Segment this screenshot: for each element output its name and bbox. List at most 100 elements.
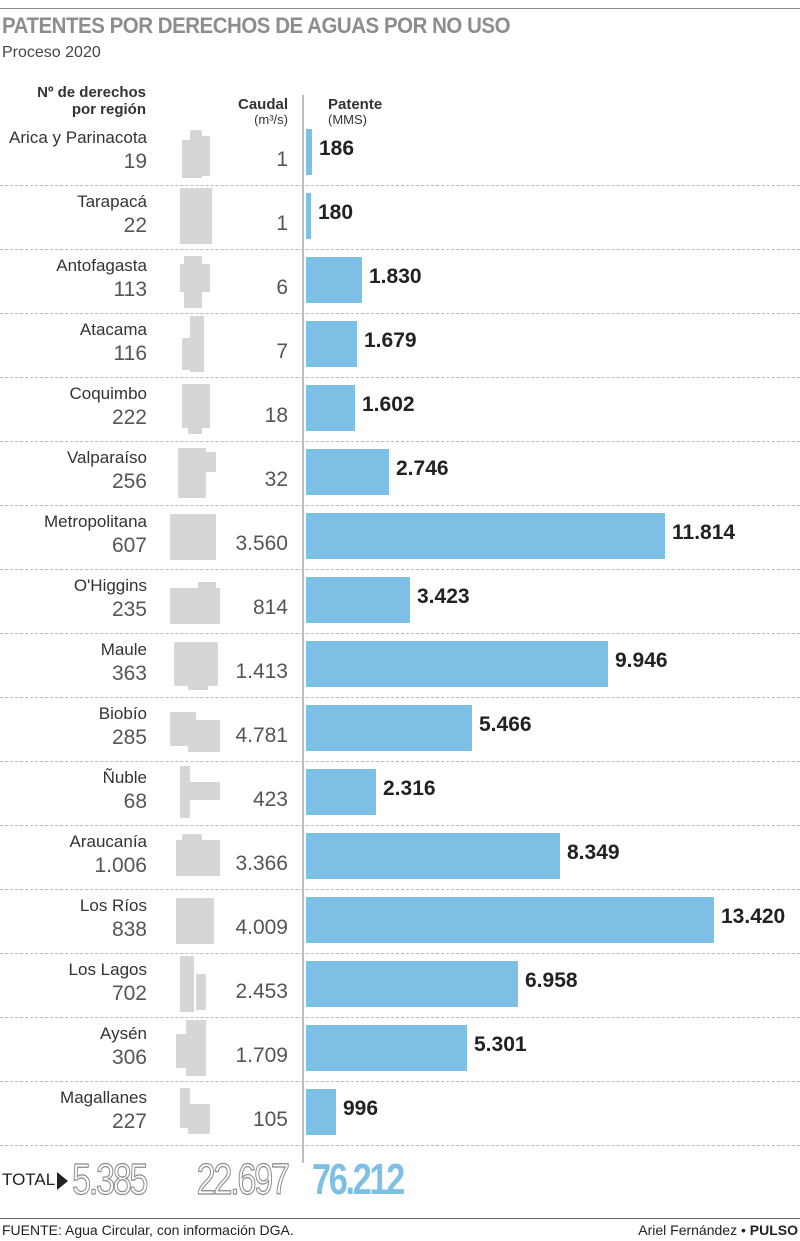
region-map-icon [182,316,204,372]
patente-value-label: 13.420 [721,905,786,928]
region-derechos-count: 285 [111,726,147,749]
region-derechos-count: 306 [111,1046,147,1069]
region-map-icon [174,642,218,690]
region-header-line1: Nº de derechos [37,84,146,101]
region-caudal: 2.453 [235,980,288,1003]
patente-bar [306,449,389,495]
patente-value-label: 2.746 [396,457,449,480]
credit: Ariel Fernández • PULSO [638,1222,798,1238]
total-caudal: 22.697 [197,1154,291,1204]
patente-value-label: 186 [319,137,355,160]
patente-bar [306,257,362,303]
region-map-icon [182,384,210,434]
row-divider [0,569,800,570]
region-derechos-count: 363 [111,662,147,685]
table-row: Araucanía 1.006 3.366 8.349 [0,826,800,890]
table-row: O'Higgins 235 814 3.423 [0,570,800,634]
row-divider [0,313,800,314]
region-map-icon [180,766,220,818]
region-name: Araucanía [69,832,148,851]
total-derechos: 5.385 [72,1154,149,1204]
patente-header-label: Patente [328,96,383,113]
patente-value-label: 2.316 [383,777,436,800]
region-derechos-count: 68 [123,790,147,813]
chart-title: PATENTES POR DERECHOS DE AGUAS POR NO US… [2,13,511,38]
region-map-icon [176,898,214,944]
row-divider [0,633,800,634]
patente-column-header: Patente (MMS) [328,96,382,127]
row-divider [0,953,800,954]
patente-bar [306,641,608,687]
credit-separator: • [737,1222,750,1238]
total-arrow-icon [57,1172,68,1190]
region-header-line2: por región [71,101,146,118]
row-divider [0,889,800,890]
region-derechos-count: 22 [123,214,147,237]
row-divider [0,697,800,698]
table-row: Metropolitana 607 3.560 11.814 [0,506,800,570]
table-row: Arica y Parinacota 19 1 186 [0,122,800,186]
row-divider [0,249,800,250]
region-caudal: 18 [264,404,288,427]
region-caudal: 1 [276,212,288,235]
region-name: Antofagasta [56,256,147,275]
region-map-icon [180,1088,210,1134]
table-row: Tarapacá 22 1 180 [0,186,800,250]
region-derechos-count: 607 [111,534,147,557]
region-caudal: 7 [276,340,288,363]
region-caudal: 3.366 [235,852,288,875]
patente-value-label: 8.349 [567,841,620,864]
region-map-icon [180,956,206,1012]
table-row: Magallanes 227 105 996 [0,1082,800,1146]
region-map-icon [176,1020,206,1076]
table-row: Aysén 306 1.709 5.301 [0,1018,800,1082]
region-map-icon [178,448,216,498]
row-divider [0,1017,800,1018]
region-derechos-count: 222 [111,406,147,429]
source-note: FUENTE: Agua Circular, con información D… [2,1222,294,1238]
region-name: Biobío [98,704,147,723]
row-divider [0,185,800,186]
patente-bar [306,385,355,431]
patente-header-unit: (MMS) [328,112,367,127]
region-map-icon [180,188,212,244]
table-row: Maule 363 1.413 9.946 [0,634,800,698]
region-name: Magallanes [60,1088,147,1107]
caudal-header-unit: (m³/s) [254,112,288,127]
table-row: Antofagasta 113 6 1.830 [0,250,800,314]
patente-bar [306,705,472,751]
table-row: Atacama 116 7 1.679 [0,314,800,378]
region-caudal: 6 [276,276,288,299]
region-name: Los Lagos [68,960,147,979]
patente-value-label: 996 [343,1097,379,1120]
region-caudal: 4.009 [235,916,288,939]
row-divider [0,761,800,762]
patente-bar [306,513,665,559]
patente-bar [306,193,311,239]
region-caudal: 4.781 [235,724,288,747]
region-caudal: 423 [252,788,288,811]
region-name: Maule [100,640,147,659]
region-caudal: 3.560 [235,532,288,555]
region-name: O'Higgins [73,576,147,595]
region-caudal: 105 [252,1108,288,1131]
region-name: Coquimbo [69,384,148,403]
patente-value-label: 1.602 [362,393,415,416]
row-divider [0,825,800,826]
region-caudal: 1.413 [235,660,288,683]
patente-value-label: 1.679 [364,329,417,352]
region-derechos-count: 116 [113,342,147,365]
region-name: Tarapacá [77,192,147,211]
region-derechos-count: 227 [111,1110,147,1133]
row-divider [0,1145,800,1146]
chart-subtitle: Proceso 2020 [2,44,101,61]
table-row: Coquimbo 222 18 1.602 [0,378,800,442]
region-derechos-count: 256 [111,470,147,493]
axis-line [302,95,304,1163]
region-map-icon [170,712,220,752]
caudal-column-header: Caudal (m³/s) [226,96,288,127]
patente-bar [306,129,312,175]
region-name: Metropolitana [43,512,147,531]
patente-bar [306,961,518,1007]
patente-value-label: 1.830 [369,265,422,288]
